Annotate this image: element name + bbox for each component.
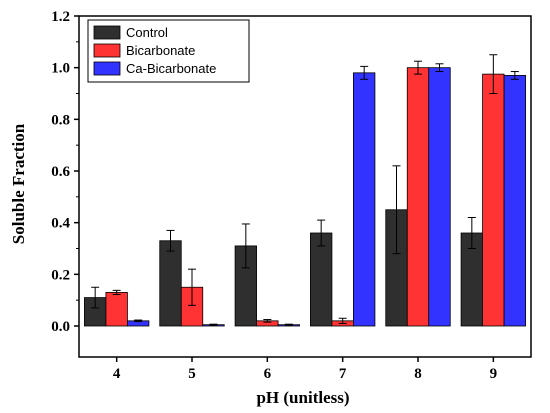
bar xyxy=(105,292,128,327)
x-tick-label: 9 xyxy=(490,366,498,382)
bar xyxy=(159,240,182,327)
plot-frame xyxy=(78,15,532,358)
bar xyxy=(482,73,505,327)
bar xyxy=(353,72,376,327)
legend-label: Ca-Bicarbonate xyxy=(126,61,216,76)
bar xyxy=(503,75,526,327)
legend-label: Control xyxy=(126,25,168,40)
y-tick-label: 0.0 xyxy=(51,319,70,335)
axes: 4 5 6 7 8 9 0.0 0.2 0.4 0.6 0.8 1.0 1.2 xyxy=(51,9,532,382)
bar xyxy=(310,232,333,327)
y-tick-label: 1.2 xyxy=(51,9,70,25)
y-tick-label: 0.8 xyxy=(51,112,70,128)
plot-area xyxy=(84,54,526,327)
y-tick-label: 1.0 xyxy=(51,61,70,77)
legend: Control Bicarbonate Ca-Bicarbonate xyxy=(87,19,250,83)
y-tick-label: 0.4 xyxy=(51,216,70,232)
x-tick-label: 8 xyxy=(414,366,422,382)
y-tick-label: 0.2 xyxy=(51,267,70,283)
bar xyxy=(428,67,451,327)
x-tick-label: 4 xyxy=(113,366,121,382)
legend-label: Bicarbonate xyxy=(126,43,195,58)
y-tick-label: 0.6 xyxy=(51,164,70,180)
legend-swatch xyxy=(93,25,121,40)
bar xyxy=(406,67,430,327)
legend-swatch xyxy=(93,61,121,76)
x-tick-label: 6 xyxy=(264,366,272,382)
x-tick-label: 7 xyxy=(339,366,347,382)
x-axis-title: pH (unitless) xyxy=(256,388,349,407)
legend-swatch xyxy=(93,43,121,58)
x-tick-label: 5 xyxy=(188,366,196,382)
y-axis-title: Soluble Fraction xyxy=(9,123,28,244)
